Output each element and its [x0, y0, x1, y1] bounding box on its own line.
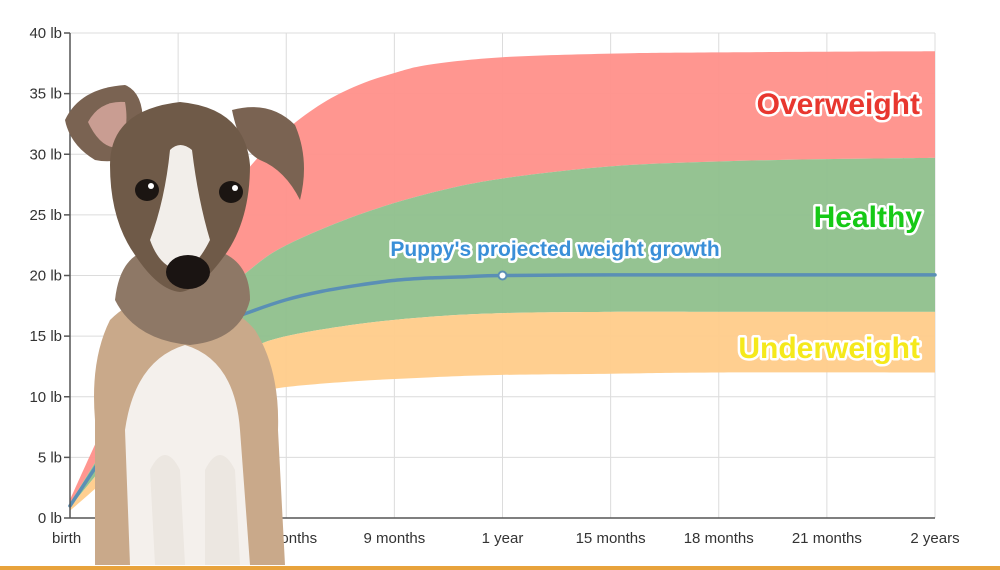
x-tick-label-7: 21 months [792, 530, 862, 547]
x-tick-label-0: birth [52, 530, 81, 547]
puppy-front-legs [150, 455, 240, 565]
puppy-right-eye [219, 181, 243, 203]
band-label-overweight: Overweight [757, 88, 920, 121]
x-tick-label-4: 1 year [482, 530, 524, 547]
chart-axes: 0 lb 5 lb 10 lb 15 lb 20 lb 25 lb 30 lb 35 lb 40… [29, 25, 959, 547]
y-tick-label-5: 25 lb [29, 207, 62, 224]
x-tick-label-6: 18 months [684, 530, 754, 547]
y-tick-label-3: 15 lb [29, 328, 62, 345]
band-healthy [70, 157, 935, 508]
y-tick-label-2: 10 lb [29, 389, 62, 406]
band-label-underweight: Underweight [738, 332, 920, 365]
puppy-blaze [150, 145, 210, 270]
y-tick-label-7: 35 lb [29, 86, 62, 103]
puppy-left-eye [135, 179, 159, 201]
y-tick-label-1: 5 lb [38, 449, 62, 466]
band-labels: Overweight Healthy Underweight Puppy's proj… [388, 86, 925, 368]
y-tick-label-8: 40 lb [29, 25, 62, 42]
x-tick-label-3: 9 months [364, 530, 426, 547]
band-label-healthy: Healthy [814, 201, 923, 234]
y-tick-label-4: 20 lb [29, 268, 62, 285]
puppy-right-ear [232, 107, 304, 200]
y-tick-label-0: 0 lb [38, 510, 62, 527]
puppy-nose [166, 255, 210, 289]
x-tick-label-8: 2 years [910, 530, 959, 547]
y-tick-label-6: 30 lb [29, 146, 62, 163]
series-label: Puppy's projected weight growth [390, 238, 719, 261]
bottom-accent-rule [0, 566, 1000, 570]
puppy-neck [115, 250, 250, 345]
band-underweight [70, 311, 935, 511]
growth-marker-point [497, 270, 508, 281]
puppy-photo [65, 85, 304, 565]
x-tick-label-5: 15 months [576, 530, 646, 547]
